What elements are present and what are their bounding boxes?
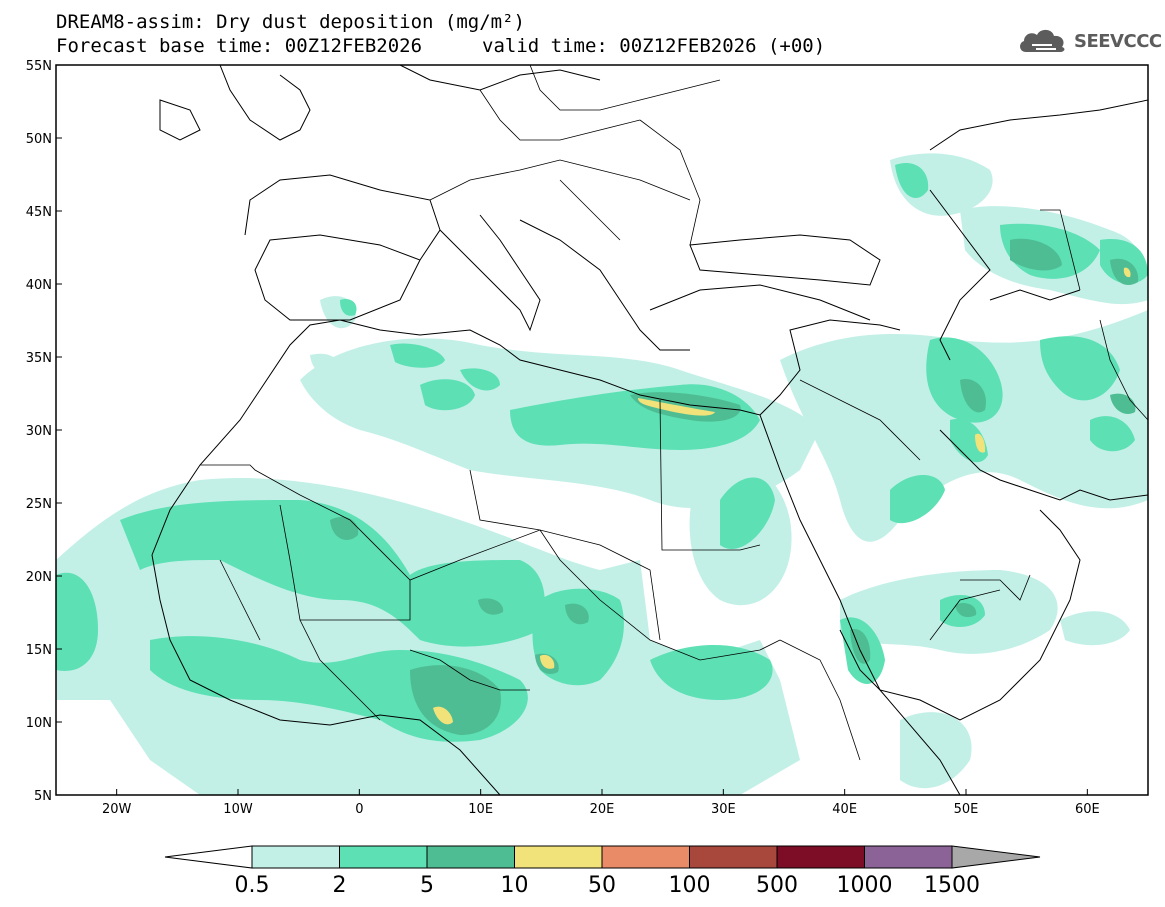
- lon-tick-label: 30E: [711, 802, 736, 817]
- lat-tick-label: 40N: [26, 278, 52, 293]
- colorbar-label: 2: [333, 873, 347, 898]
- lon-tick-label: 20W: [102, 802, 132, 817]
- colorbar-label: 0.5: [235, 873, 270, 898]
- cloud-icon: [1020, 29, 1065, 52]
- dust-level-5: [330, 238, 1139, 735]
- colorbar-label: 50: [588, 873, 616, 898]
- lon-tick-label: 10W: [223, 802, 253, 817]
- colorbar-swatch: [601, 845, 690, 869]
- lat-tick-label: 15N: [26, 643, 52, 658]
- seevccc-logo: SEEVCCC: [1016, 24, 1162, 58]
- colorbar-label: 1000: [837, 873, 893, 898]
- colorbar-label: 100: [669, 873, 711, 898]
- valid-time: valid time: 00Z12FEB2026 (+00): [482, 35, 826, 57]
- lon-tick-label: 60E: [1075, 802, 1100, 817]
- colorbar-swatch: [251, 845, 340, 869]
- colorbar-swatch: [864, 845, 953, 869]
- lat-tick-label: 25N: [26, 497, 52, 512]
- colorbar-swatch: [776, 845, 865, 869]
- colorbar-label: 500: [756, 873, 798, 898]
- colorbar-swatch: [514, 845, 603, 869]
- colorbar-low-triangle: [164, 845, 253, 869]
- coastlines: [151, 65, 1148, 795]
- forecast-base-time: Forecast base time: 00Z12FEB2026: [56, 35, 423, 57]
- colorbar-high-triangle: [951, 845, 1041, 869]
- colorbar-swatch: [339, 845, 428, 869]
- lon-tick-label: 0: [355, 802, 363, 817]
- colorbar-swatch: [689, 845, 778, 869]
- colorbar-swatch: [426, 845, 515, 869]
- lon-tick-label: 20E: [590, 802, 615, 817]
- lon-tick-label: 50E: [954, 802, 979, 817]
- colorbar: 0.5 2 5 10 50 100 500 1000 1500: [164, 845, 1041, 898]
- dust-level-10: [433, 267, 1131, 725]
- country-borders: [200, 65, 1148, 761]
- lon-tick-label: 10E: [468, 802, 493, 817]
- lat-tick-label: 35N: [26, 351, 52, 366]
- dust-level-0-5: [56, 153, 1148, 795]
- lat-tick-label: 55N: [26, 59, 52, 74]
- lat-tick-label: 50N: [26, 132, 52, 147]
- colorbar-label: 10: [501, 873, 529, 898]
- lon-tick-label: 40E: [832, 802, 857, 817]
- lat-tick-label: 30N: [26, 424, 52, 439]
- logo-text: SEEVCCC: [1074, 30, 1162, 52]
- lat-tick-label: 5N: [34, 789, 52, 804]
- lat-tick-label: 45N: [26, 205, 52, 220]
- colorbar-label: 1500: [924, 873, 980, 898]
- lat-tick-label: 20N: [26, 570, 52, 585]
- lat-tick-label: 10N: [26, 716, 52, 731]
- longitude-axis: 20W 10W 0 10E 20E 30E 40E 50E 60E: [102, 789, 1100, 817]
- latitude-axis: 55N 50N 45N 40N 35N 30N 25N 20N 15N 10N 5N: [26, 59, 62, 804]
- colorbar-label: 5: [420, 873, 434, 898]
- map-title: DREAM8-assim: Dry dust deposition (mg/m²…: [56, 11, 525, 33]
